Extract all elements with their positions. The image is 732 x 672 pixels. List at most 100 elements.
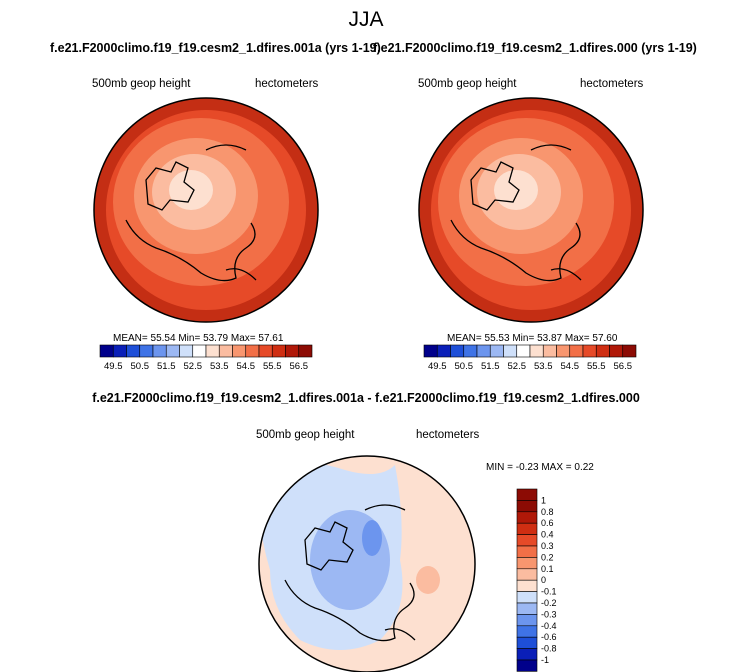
- difference-variable: 500mb geop height: [256, 429, 355, 441]
- diff-background: [259, 456, 475, 672]
- colorbar-swatch: [232, 344, 247, 358]
- coastline-left: [125, 144, 257, 282]
- contour-ring-5: [152, 154, 236, 230]
- colorbar-swatch: [516, 648, 538, 661]
- colorbar-swatch: [516, 602, 538, 615]
- diff-negative-region: [259, 462, 403, 650]
- season-title: JJA: [348, 8, 384, 31]
- max-label: Max=: [564, 333, 590, 344]
- panel-right-variable: 500mb geop height: [418, 78, 517, 90]
- panel-left-title: f.e21.F2000climo.f19_f19.cesm2_1.dfires.…: [50, 41, 381, 55]
- min-label: MIN =: [486, 462, 513, 473]
- colorbar-swatch: [450, 344, 465, 358]
- diff-negative-core: [310, 510, 390, 610]
- diff-positive-core: [416, 566, 440, 594]
- mean-label: MEAN=: [447, 333, 482, 344]
- colorbar-label: 56.5: [290, 361, 309, 372]
- min-value: -0.23: [515, 462, 539, 473]
- colorbar-swatch: [99, 344, 114, 358]
- colorbar-label: 54.5: [561, 361, 580, 372]
- colorbar-label: 51.5: [157, 361, 176, 372]
- contour-center: [169, 170, 213, 210]
- colorbar-swatch: [165, 344, 180, 358]
- difference-title: f.e21.F2000climo.f19_f19.cesm2_1.dfires.…: [92, 391, 640, 405]
- colorbar-swatch: [622, 344, 637, 358]
- diff-negative-core2: [362, 520, 382, 556]
- contour-ring-4: [459, 138, 583, 254]
- colorbar-label: 55.5: [587, 361, 606, 372]
- colorbar-swatch: [258, 344, 273, 358]
- colorbar-left: 49.5 50.5 51.5 52.5 53.5 54.5 55.5 56.5: [99, 344, 313, 372]
- colorbar-label: 53.5: [210, 361, 229, 372]
- colorbar-swatch: [609, 344, 624, 358]
- panel-right-stats: MEAN= 55.53 Min= 53.87 Max= 57.60: [447, 333, 617, 344]
- coastline-right: [450, 144, 582, 282]
- coastline-diff: [284, 504, 416, 642]
- colorbar-swatch: [516, 625, 538, 638]
- mean-value: 55.53: [484, 333, 510, 344]
- colorbar-label: 52.5: [184, 361, 203, 372]
- colorbar-swatch: [436, 344, 451, 358]
- colorbar-swatch: [516, 591, 538, 604]
- colorbar-label: 0.4: [541, 530, 554, 540]
- colorbar-label: -0.8: [541, 644, 557, 654]
- colorbar-label: -0.1: [541, 587, 557, 597]
- max-value: 57.61: [258, 333, 284, 344]
- colorbar-label: 49.5: [104, 361, 123, 372]
- colorbar-swatch: [582, 344, 597, 358]
- colorbar-label: 54.5: [237, 361, 256, 372]
- colorbar-label: -0.6: [541, 632, 557, 642]
- colorbar-swatch: [529, 344, 544, 358]
- colorbar-swatch: [298, 344, 313, 358]
- colorbar-label: -1: [541, 655, 549, 665]
- contour-ring-5: [477, 154, 561, 230]
- colorbar-swatch: [245, 344, 260, 358]
- colorbar-swatch: [503, 344, 518, 358]
- colorbar-label: 50.5: [131, 361, 150, 372]
- colorbar-swatch: [569, 344, 584, 358]
- colorbar-swatch: [516, 579, 538, 592]
- mean-label: MEAN=: [113, 333, 148, 344]
- colorbar-label: 1: [541, 495, 546, 505]
- contour-center: [494, 170, 538, 210]
- colorbar-swatch: [516, 557, 538, 570]
- colorbar-label: 52.5: [508, 361, 527, 372]
- colorbar-label: 50.5: [455, 361, 474, 372]
- contour-ring-3: [438, 118, 614, 286]
- colorbar-swatch: [139, 344, 154, 358]
- colorbar-swatch: [516, 659, 538, 672]
- colorbar-swatch: [516, 534, 538, 547]
- max-label: MAX =: [541, 462, 572, 473]
- colorbar-label: -0.2: [541, 598, 557, 608]
- colorbar-swatch: [192, 344, 207, 358]
- colorbar-swatch: [542, 344, 557, 358]
- colorbar-label: 0.3: [541, 541, 554, 551]
- colorbar-label: 0.6: [541, 518, 554, 528]
- panel-right-units: hectometers: [580, 78, 644, 90]
- colorbar-swatch: [112, 344, 127, 358]
- max-label: Max=: [230, 333, 256, 344]
- colorbar-swatch: [516, 500, 538, 513]
- colorbar-label: 0.1: [541, 564, 554, 574]
- colorbar-label: 53.5: [534, 361, 553, 372]
- colorbar-label: 0: [541, 575, 546, 585]
- colorbar-swatch: [126, 344, 141, 358]
- panel-left-units: hectometers: [255, 78, 319, 90]
- colorbar-swatch: [489, 344, 504, 358]
- colorbar-label: 55.5: [263, 361, 282, 372]
- colorbar-swatch: [516, 636, 538, 649]
- diff-negative-small: [286, 480, 314, 500]
- contour-ring-3: [113, 118, 289, 286]
- colorbar-swatch: [595, 344, 610, 358]
- colorbar-swatch: [218, 344, 233, 358]
- colorbar-swatch: [179, 344, 194, 358]
- min-value: 53.87: [537, 333, 563, 344]
- colorbar-swatch: [516, 522, 538, 535]
- colorbar-swatch: [423, 344, 438, 358]
- contour-ring-1: [94, 98, 318, 322]
- panel-right-field: [418, 97, 644, 323]
- colorbar-right: 49.5 50.5 51.5 52.5 53.5 54.5 55.5 56.5: [423, 344, 637, 372]
- contour-ring-2: [431, 110, 631, 310]
